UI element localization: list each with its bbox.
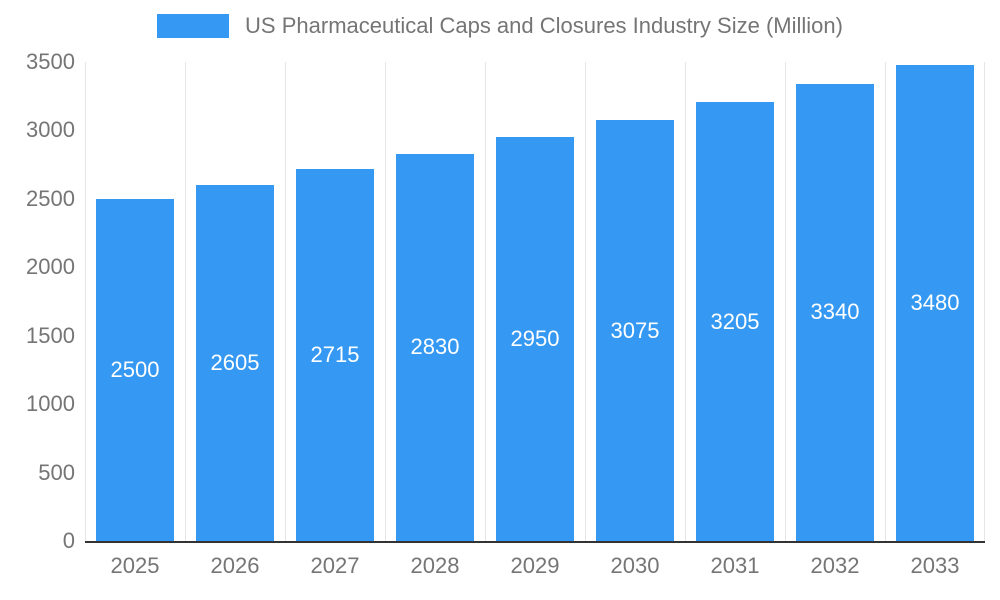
bar: 3340 bbox=[796, 83, 874, 541]
y-tick-label: 3000 bbox=[26, 117, 75, 143]
y-tick-label: 3500 bbox=[26, 49, 75, 74]
gridline bbox=[385, 62, 386, 541]
bar-value-label: 2715 bbox=[310, 342, 360, 368]
bar-value-label: 2605 bbox=[210, 349, 260, 375]
gridline bbox=[885, 62, 886, 541]
bar-value-label: 3205 bbox=[710, 308, 760, 334]
bar-value-label: 3480 bbox=[910, 289, 960, 315]
bar-value-label: 3075 bbox=[610, 317, 660, 343]
bar: 2830 bbox=[396, 153, 474, 541]
bar: 2500 bbox=[96, 198, 174, 541]
x-tick-label: 2025 bbox=[110, 553, 160, 578]
x-axis: 2025 2026 2027 2028 2029 2030 2031 2032 2033 bbox=[85, 553, 985, 583]
x-tick-label: 2028 bbox=[410, 553, 460, 578]
y-tick-label: 1000 bbox=[26, 391, 75, 417]
x-tick-label: 2031 bbox=[710, 553, 760, 578]
bar: 3480 bbox=[896, 64, 974, 541]
gridline bbox=[984, 62, 985, 541]
y-tick-label: 1500 bbox=[26, 322, 75, 348]
x-tick-label: 2032 bbox=[810, 553, 860, 578]
gridline bbox=[785, 62, 786, 541]
x-tick-label: 2029 bbox=[510, 553, 560, 578]
y-tick-label: 2000 bbox=[26, 254, 75, 280]
gridline bbox=[85, 62, 86, 541]
y-tick-label: 2500 bbox=[26, 185, 75, 211]
bar-value-label: 2830 bbox=[410, 334, 460, 360]
legend-swatch bbox=[157, 14, 230, 38]
bar: 2950 bbox=[496, 137, 574, 541]
legend: US Pharmaceutical Caps and Closures Indu… bbox=[0, 13, 1000, 39]
bar: 2715 bbox=[296, 169, 374, 541]
bar: 2605 bbox=[196, 184, 274, 541]
gridline bbox=[685, 62, 686, 541]
bar-value-label: 3340 bbox=[810, 299, 860, 325]
y-axis: 0 500 1000 1500 2000 2500 3000 3500 bbox=[0, 49, 75, 553]
y-tick-label: 500 bbox=[38, 459, 75, 485]
gridline bbox=[185, 62, 186, 541]
bar-value-label: 2950 bbox=[510, 326, 560, 352]
bar: 3075 bbox=[596, 120, 674, 541]
bar: 3205 bbox=[696, 102, 774, 541]
x-tick-label: 2033 bbox=[910, 553, 960, 578]
plot-area: 2500 2605 2715 2830 2950 3075 3205 3340 3480 bbox=[85, 62, 985, 543]
bar-value-label: 2500 bbox=[110, 356, 160, 382]
y-tick-label: 0 bbox=[62, 528, 75, 553]
gridline bbox=[585, 62, 586, 541]
gridline bbox=[485, 62, 486, 541]
x-tick-label: 2030 bbox=[610, 553, 660, 578]
gridline bbox=[285, 62, 286, 541]
chart-title: US Pharmaceutical Caps and Closures Indu… bbox=[245, 13, 843, 38]
x-tick-label: 2027 bbox=[310, 553, 360, 578]
x-tick-label: 2026 bbox=[210, 553, 260, 578]
